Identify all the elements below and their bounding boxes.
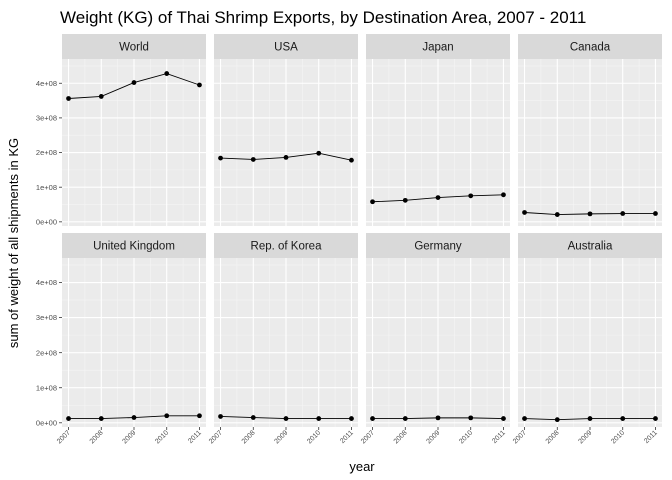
data-point xyxy=(98,94,104,99)
data-point xyxy=(197,82,202,88)
data-point xyxy=(620,211,626,216)
facet-japan: Japan xyxy=(366,34,510,226)
data-point xyxy=(501,416,506,421)
facet-strip xyxy=(214,34,358,59)
facet-united-kingdom: United Kingdom 0e+00 1e+08 2e+08 3e+08 4e+08 2… xyxy=(36,233,206,445)
chart-title: Weight (KG) of Thai Shrimp Exports, by D… xyxy=(60,8,586,27)
x-tick-label: 2008 xyxy=(241,429,257,445)
data-point xyxy=(468,415,474,421)
facet-world: World 0e+00 1e+08 2e+08 3e+08 4e+08 xyxy=(36,34,206,226)
data-point xyxy=(435,195,441,200)
data-point xyxy=(66,416,71,421)
data-point xyxy=(587,211,593,217)
data-point xyxy=(98,416,104,421)
facet-australia: Australia 2007 2008 2009 2010 2011 xyxy=(512,233,662,445)
y-tick-label: 4e+08 xyxy=(36,79,57,88)
x-tick-label: 2007 xyxy=(56,429,72,445)
data-point xyxy=(620,416,626,421)
facet-usa: USA xyxy=(214,34,358,226)
data-point xyxy=(653,416,658,421)
data-point xyxy=(250,415,256,420)
data-point xyxy=(587,416,593,421)
x-tick-label: 2007 xyxy=(512,429,528,445)
data-point xyxy=(250,157,256,162)
y-tick-label: 2e+08 xyxy=(36,348,57,357)
facet-label: Australia xyxy=(568,241,613,253)
data-point xyxy=(522,416,527,421)
data-point xyxy=(66,96,71,101)
x-tick-label: 2009 xyxy=(121,429,137,445)
data-point xyxy=(435,415,441,421)
x-tick-label: 2008 xyxy=(89,429,105,445)
facet-label: Canada xyxy=(570,42,611,54)
x-tick-label: 2010 xyxy=(458,429,474,445)
facet-label: United Kingdom xyxy=(93,241,175,253)
data-point xyxy=(653,211,658,216)
data-point xyxy=(164,413,170,419)
facet-germany: Germany 2007 2008 2009 2010 2011 xyxy=(360,233,510,445)
x-tick-label: 2011 xyxy=(339,429,355,445)
y-tick-label: 1e+08 xyxy=(36,183,57,192)
x-tick-label: 2010 xyxy=(306,429,322,445)
data-point xyxy=(316,150,322,156)
x-axis-title: year xyxy=(349,459,375,474)
data-point xyxy=(131,80,137,85)
y-tick-label: 0e+00 xyxy=(36,217,57,226)
data-point xyxy=(370,416,375,421)
data-point xyxy=(402,197,408,203)
facet-label: Germany xyxy=(414,241,462,253)
x-tick-label: 2010 xyxy=(610,429,626,445)
data-point xyxy=(283,154,289,160)
y-tick-label: 0e+00 xyxy=(36,418,57,427)
data-point xyxy=(316,416,322,421)
x-tick-label: 2007 xyxy=(208,429,224,445)
data-point xyxy=(402,416,408,421)
y-tick-label: 4e+08 xyxy=(36,278,57,287)
x-tick-label: 2011 xyxy=(187,429,203,445)
facet-strip xyxy=(62,233,206,258)
facet-panels: World 0e+00 1e+08 2e+08 3e+08 4e+08 USA Japan Ca… xyxy=(36,34,662,445)
x-tick-label: 2009 xyxy=(425,429,441,445)
facet-strip xyxy=(62,34,206,59)
x-tick-label: 2011 xyxy=(491,429,507,445)
data-point xyxy=(349,416,354,421)
y-tick-label: 3e+08 xyxy=(36,313,57,322)
x-tick-label: 2009 xyxy=(577,429,593,445)
facet-canada: Canada xyxy=(518,34,662,226)
facet-label: Rep. of Korea xyxy=(251,241,323,253)
data-point xyxy=(554,417,560,423)
data-point xyxy=(218,414,223,419)
facet-strip xyxy=(518,34,662,59)
facet-label: Japan xyxy=(422,42,453,54)
data-point xyxy=(218,155,223,161)
facet-label: World xyxy=(119,42,149,54)
data-point xyxy=(468,193,474,199)
data-point xyxy=(197,413,202,419)
x-tick-label: 2010 xyxy=(154,429,170,445)
data-point xyxy=(164,71,170,76)
facet-strip xyxy=(366,34,510,59)
x-tick-label: 2009 xyxy=(273,429,289,445)
facet-strip xyxy=(214,233,358,258)
facet-strip xyxy=(518,233,662,258)
data-point xyxy=(370,199,375,205)
facet-label: USA xyxy=(274,42,298,54)
data-point xyxy=(349,157,354,163)
x-tick-label: 2008 xyxy=(545,429,561,445)
y-axis-title: sum of weight of all shipments in KG xyxy=(6,138,21,348)
data-point xyxy=(522,210,527,215)
x-tick-label: 2007 xyxy=(360,429,376,445)
facet-rep-of-korea: Rep. of Korea 2007 2008 2009 2010 2011 xyxy=(208,233,358,445)
x-tick-label: 2011 xyxy=(643,429,659,445)
data-point xyxy=(131,415,137,420)
y-tick-label: 2e+08 xyxy=(36,148,57,157)
data-point xyxy=(283,416,289,421)
data-point xyxy=(554,212,560,217)
facet-strip xyxy=(366,233,510,258)
x-tick-label: 2008 xyxy=(393,429,409,445)
y-tick-label: 3e+08 xyxy=(36,114,57,123)
y-tick-label: 1e+08 xyxy=(36,383,57,392)
data-point xyxy=(501,192,506,198)
